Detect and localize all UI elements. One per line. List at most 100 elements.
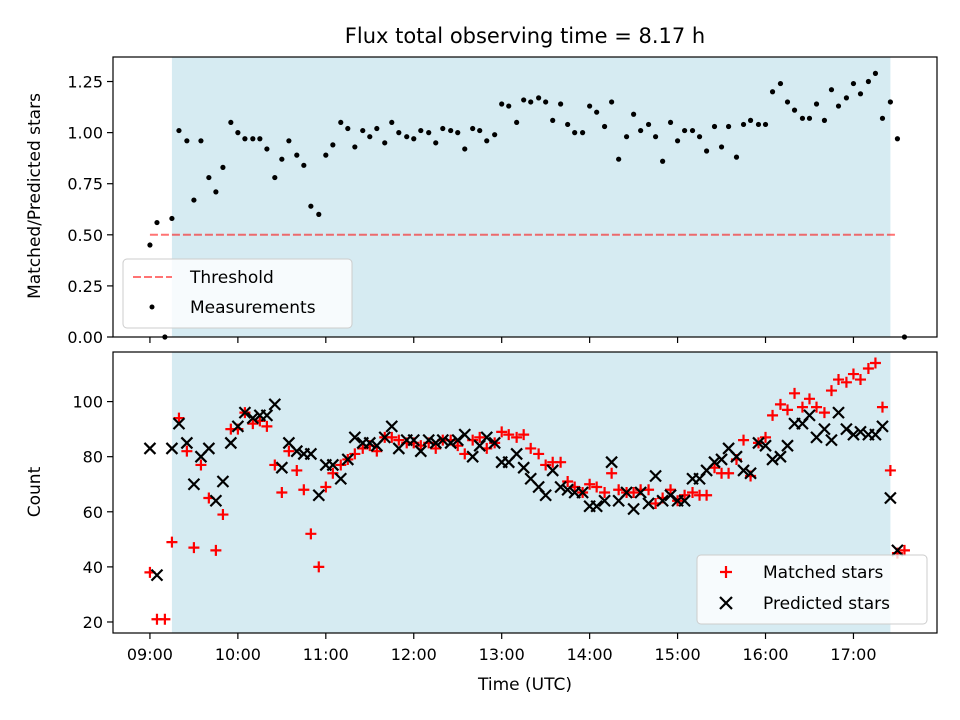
predicted-star-point bbox=[202, 442, 216, 455]
top-legend: Threshold Measurements bbox=[122, 258, 353, 329]
measurement-point bbox=[550, 117, 556, 123]
predicted-star-point bbox=[275, 461, 289, 474]
measurement-point bbox=[616, 156, 622, 162]
measurement-point bbox=[213, 189, 219, 195]
predicted-star-point bbox=[825, 433, 838, 447]
x-axis-label: Time (UTC) bbox=[477, 675, 572, 695]
predicted-star-point bbox=[642, 497, 655, 510]
measurement-point bbox=[580, 130, 586, 136]
measurement-point bbox=[711, 123, 718, 130]
predicted-star-point bbox=[348, 431, 362, 444]
measurement-point bbox=[784, 99, 791, 105]
measurement-point bbox=[323, 152, 329, 158]
measurement-point bbox=[330, 142, 336, 148]
predicted-star-point bbox=[832, 406, 845, 419]
matched-star-point bbox=[386, 431, 398, 443]
matched-star-point bbox=[825, 385, 837, 397]
measurement-point bbox=[345, 125, 351, 132]
measurement-point bbox=[762, 121, 769, 128]
measurement-point bbox=[894, 136, 901, 142]
predicted-star-point bbox=[172, 417, 186, 430]
matched-star-point bbox=[760, 431, 772, 443]
predicted-star-point bbox=[385, 420, 399, 433]
predicted-star-point bbox=[561, 483, 574, 497]
predicted-star-point bbox=[818, 422, 831, 436]
predicted-star-point bbox=[781, 439, 794, 452]
measurement-point bbox=[484, 138, 490, 144]
predicted-star-point bbox=[209, 494, 223, 508]
legend-matched-label: Matched stars bbox=[763, 563, 883, 583]
measurement-point bbox=[294, 152, 300, 158]
measurement-point bbox=[389, 119, 395, 126]
matched-star-point bbox=[173, 412, 185, 424]
measurement-point bbox=[850, 80, 857, 87]
measurement-point bbox=[440, 125, 446, 132]
predicted-star-point bbox=[429, 436, 443, 450]
predicted-star-point bbox=[224, 436, 238, 450]
measurement-point bbox=[806, 115, 813, 121]
measurement-point bbox=[338, 119, 344, 126]
count-panel: 09:00 10:00 11:00 12:00 13:00 14:00 15:00 16:00… bbox=[25, 351, 938, 695]
y-tick-label: 60 bbox=[83, 503, 103, 522]
predicted-star-point bbox=[517, 461, 530, 474]
measurement-point bbox=[396, 130, 402, 136]
matched-star-point bbox=[305, 528, 317, 540]
measurement-point bbox=[623, 134, 630, 140]
predicted-star-point bbox=[737, 464, 750, 477]
measurement-point bbox=[660, 158, 666, 164]
y-tick-label: 0.25 bbox=[67, 277, 103, 296]
matched-star-point bbox=[555, 456, 567, 468]
predicted-star-point bbox=[678, 494, 691, 508]
measurement-point bbox=[316, 211, 322, 217]
predicted-star-point bbox=[649, 469, 662, 483]
predicted-star-point bbox=[143, 442, 157, 455]
x-tick-label: 09:00 bbox=[127, 645, 173, 664]
matched-star-point bbox=[313, 561, 325, 573]
measurement-point bbox=[433, 140, 439, 146]
measurement-point bbox=[747, 117, 754, 123]
predicted-star-point bbox=[554, 480, 567, 494]
bottom-legend: Matched stars Predicted stars bbox=[696, 554, 928, 625]
count-points bbox=[143, 357, 910, 625]
measurement-point bbox=[367, 134, 373, 140]
measurement-point bbox=[352, 144, 358, 150]
matched-star-point bbox=[349, 448, 361, 460]
measurement-point bbox=[769, 89, 776, 95]
x-tick-label: 13:00 bbox=[479, 645, 525, 664]
predicted-star-point bbox=[752, 436, 765, 450]
matched-star-point bbox=[701, 489, 713, 501]
matched-star-point bbox=[357, 442, 369, 454]
measurement-point bbox=[652, 134, 659, 140]
measurement-point bbox=[536, 95, 542, 101]
predicted-star-point bbox=[326, 458, 340, 472]
matched-star-point bbox=[854, 374, 866, 386]
measurement-point bbox=[835, 103, 842, 109]
measurement-point bbox=[887, 99, 893, 105]
measurement-point bbox=[521, 97, 527, 103]
matched-star-point bbox=[767, 409, 779, 421]
measurement-point bbox=[865, 78, 872, 85]
predicted-star-point bbox=[422, 433, 435, 447]
predicted-star-point bbox=[260, 409, 274, 422]
predicted-star-point bbox=[803, 409, 816, 422]
measurement-point bbox=[872, 70, 879, 76]
matched-star-point bbox=[247, 418, 259, 430]
matched-star-point bbox=[371, 445, 383, 457]
matched-star-point bbox=[511, 431, 523, 443]
legend-measurements-label: Measurements bbox=[190, 298, 316, 318]
matched-star-point bbox=[320, 481, 332, 493]
matched-star-point bbox=[803, 393, 815, 405]
matched-star-point bbox=[181, 445, 193, 457]
matched-star-point bbox=[195, 459, 207, 471]
predicted-star-point bbox=[304, 447, 318, 461]
measurement-point bbox=[594, 109, 600, 115]
y-tick-label: 0.75 bbox=[67, 175, 103, 194]
predicted-star-point bbox=[312, 488, 326, 502]
matched-star-point bbox=[393, 434, 405, 446]
matched-star-point bbox=[276, 487, 288, 498]
matched-star-point bbox=[884, 464, 896, 476]
measurement-point bbox=[843, 95, 850, 101]
matched-star-point bbox=[862, 363, 874, 375]
predicted-star-point bbox=[854, 425, 867, 439]
